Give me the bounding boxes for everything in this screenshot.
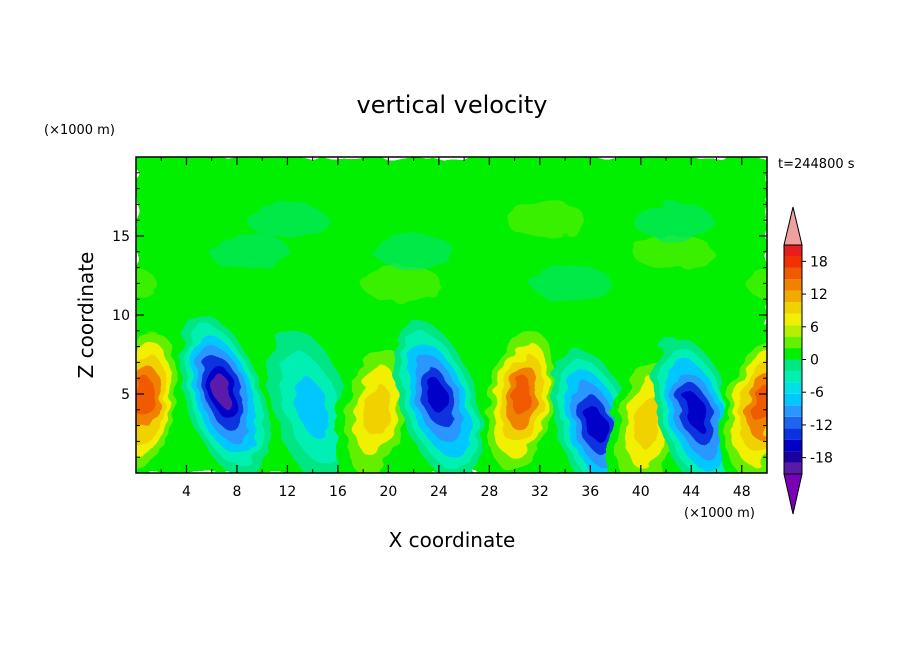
contour-band — [511, 377, 533, 415]
colorbar-label: 6 — [810, 320, 819, 336]
colorbar-band — [784, 336, 802, 349]
colorbar-band — [784, 279, 802, 291]
x-tick-label: 4 — [182, 484, 191, 500]
colorbar-band — [784, 370, 802, 383]
colorbar-band — [784, 256, 802, 268]
colorbar-band — [784, 451, 802, 463]
time-label: t=244800 s — [778, 157, 855, 172]
x-tick-label: 44 — [682, 484, 700, 500]
contour-band — [426, 377, 448, 415]
colorbar-band — [784, 382, 802, 394]
x-tick-label: 32 — [531, 484, 549, 500]
y-tick-label: 15 — [112, 229, 130, 245]
x-tick-label: 20 — [379, 484, 397, 500]
y-tick-label: 10 — [112, 308, 130, 324]
colorbar-band — [784, 348, 802, 360]
y-tick-label: 5 — [121, 387, 130, 403]
x-tick-label: 48 — [733, 484, 751, 500]
colorbar-band — [784, 290, 802, 303]
colorbar-band — [784, 302, 802, 314]
colorbar-band — [784, 405, 802, 417]
x-axis-label: X coordinate — [389, 528, 516, 552]
colorbar-label: 12 — [810, 287, 828, 303]
contour-band — [136, 377, 154, 415]
contour-field — [136, 157, 767, 473]
x-tick-label: 8 — [232, 484, 241, 500]
upper-patch — [745, 267, 767, 300]
colorbar-band — [784, 267, 802, 280]
upper-patch — [209, 233, 290, 270]
colorbar-band — [784, 313, 802, 326]
contour-band — [634, 396, 661, 448]
colorbar-band — [784, 245, 802, 257]
upper-patch — [632, 202, 713, 239]
upper-patch — [531, 265, 612, 302]
x-unit-label: (×1000 m) — [684, 506, 755, 521]
x-tick-label: 40 — [632, 484, 650, 500]
colorbar: 18 12 6 0 -6 -12 -18 — [783, 206, 833, 515]
colorbar-label: 0 — [810, 353, 819, 369]
contour-band — [212, 373, 233, 407]
y-unit-label: (×1000 m) — [44, 123, 115, 138]
colorbar-band — [784, 325, 802, 337]
upper-patch — [136, 267, 158, 300]
x-tick-label: 28 — [480, 484, 498, 500]
colorbar-band — [784, 439, 802, 452]
colorbar-band — [784, 428, 802, 440]
upper-patch — [361, 265, 442, 302]
colorbar-label: -18 — [810, 451, 833, 467]
x-tick-label: 36 — [581, 484, 599, 500]
upper-patch — [373, 233, 454, 270]
colorbar-band — [784, 416, 802, 429]
x-tick-label: 12 — [279, 484, 297, 500]
upper-patch — [247, 202, 328, 239]
upper-patch — [506, 202, 587, 239]
y-axis-label: Z coordinate — [74, 252, 98, 379]
colorbar-band — [784, 359, 802, 371]
upper-patch — [632, 233, 713, 270]
contour-band — [684, 393, 707, 431]
x-tick-label: 24 — [430, 484, 448, 500]
contour-band — [363, 384, 390, 435]
x-tick-label: 16 — [329, 484, 347, 500]
colorbar-extend-bottom — [783, 473, 803, 515]
contour-band — [583, 404, 606, 442]
chart-title: vertical velocity — [357, 91, 548, 119]
colorbar-label: -6 — [810, 385, 824, 401]
colorbar-band — [784, 462, 802, 474]
colorbar-label: -12 — [810, 418, 833, 434]
colorbar-label: 18 — [810, 254, 828, 270]
contour-band — [294, 376, 330, 439]
colorbar-band — [784, 393, 802, 406]
colorbar-extend-top — [783, 206, 803, 246]
